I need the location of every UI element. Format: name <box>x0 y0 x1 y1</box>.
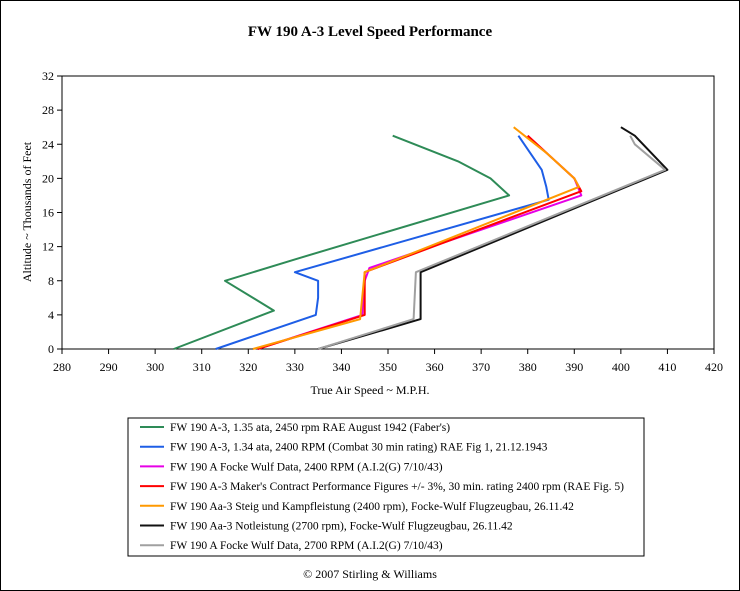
legend-label: FW 190 A Focke Wulf Data, 2700 RPM (A.I.… <box>170 540 443 552</box>
y-tick-label: 4 <box>48 308 54 322</box>
series-line-1 <box>173 134 511 350</box>
copyright-note: © 2007 Stirling & Williams <box>303 567 437 581</box>
legend-box <box>127 417 645 557</box>
legend-label: FW 190 Aa-3 Notleistung (2700 rpm), Fock… <box>170 521 513 533</box>
series-line-2 <box>215 135 550 350</box>
x-tick-label: 420 <box>705 360 723 374</box>
x-tick-label: 390 <box>565 360 583 374</box>
x-tick-label: 330 <box>286 360 304 374</box>
series-line-5 <box>252 126 580 350</box>
x-tick-label: 400 <box>612 360 630 374</box>
series-line-6 <box>317 126 669 350</box>
y-tick-label: 12 <box>42 240 54 254</box>
y-tick-label: 0 <box>48 342 54 356</box>
x-tick-label: 360 <box>426 360 444 374</box>
x-axis: 280 290 300 310 320 330 340 350 360 370 380 390 400 4… <box>53 349 723 374</box>
legend-label: FW 190 A-3 Maker's Contract Performance … <box>170 481 624 493</box>
y-tick-label: 8 <box>48 274 54 288</box>
x-tick-label: 320 <box>239 360 257 374</box>
x-tick-label: 310 <box>193 360 211 374</box>
y-tick-label: 28 <box>42 103 54 117</box>
x-tick-label: 380 <box>519 360 537 374</box>
legend-label: FW 190 A Focke Wulf Data, 2400 RPM (A.I.… <box>170 461 443 473</box>
legend: FW 190 A-3, 1.35 ata, 2450 rpm RAE Augus… <box>140 422 624 552</box>
y-axis-label: Altitude ~ Thousands of Feet <box>20 141 34 282</box>
legend-label: FW 190 Aa-3 Steig und Kampfleistung (240… <box>170 501 574 513</box>
series-line-7 <box>317 135 667 350</box>
x-tick-label: 300 <box>146 360 164 374</box>
x-tick-label: 370 <box>472 360 490 374</box>
legend-label: FW 190 A-3, 1.35 ata, 2450 rpm RAE Augus… <box>170 422 450 434</box>
x-axis-label: True Air Speed ~ M.P.H. <box>310 383 429 397</box>
y-tick-label: 20 <box>42 171 54 185</box>
chart-title: FW 190 A-3 Level Speed Performance <box>248 24 493 40</box>
plot-area <box>61 75 715 350</box>
legend-label: FW 190 A-3, 1.34 ata, 2400 RPM (Combat 3… <box>170 442 548 454</box>
y-tick-label: 24 <box>42 137 54 151</box>
y-tick-label: 16 <box>42 206 54 220</box>
x-tick-label: 340 <box>332 360 350 374</box>
x-tick-label: 350 <box>379 360 397 374</box>
x-tick-label: 410 <box>658 360 676 374</box>
y-axis: 0 4 8 12 16 20 24 28 32 <box>42 69 62 356</box>
x-tick-label: 280 <box>53 360 71 374</box>
x-tick-label: 290 <box>100 360 118 374</box>
y-tick-label: 32 <box>42 69 54 83</box>
series-group <box>173 126 669 350</box>
